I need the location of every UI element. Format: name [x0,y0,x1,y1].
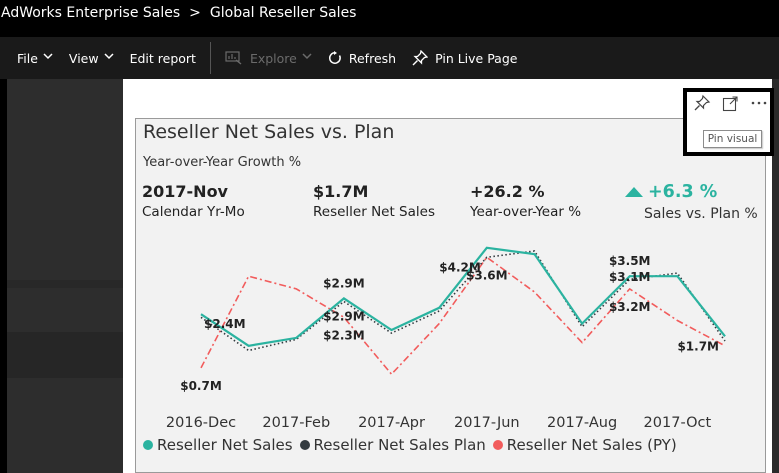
pin-visual-tooltip: Pin visual [703,130,762,148]
chevron-right-icon: > [189,4,201,21]
x-tick-label: 2017-Aug [547,415,617,431]
data-label: $1.7M [677,339,719,353]
left-pane [0,79,7,473]
refresh-button[interactable]: Refresh [320,37,404,79]
chevron-down-icon [104,53,114,63]
series-line-2[interactable] [200,256,726,376]
scrollbar[interactable] [772,79,779,473]
visual-title: Reseller Net Sales vs. Plan [143,121,395,143]
data-label: $2.9M [323,309,365,323]
breadcrumb-workspace[interactable]: AdWorks Enterprise Sales [1,4,181,21]
data-label: $4.2M [439,260,481,274]
line-chart-plot: 2016-Dec 2017-Feb 2017-Apr 2017-Jun 2017-Aug… [166,246,726,431]
edit-report-label: Edit report [129,50,196,66]
visual-subtitle: Year-over-Year Growth % [143,155,302,170]
pin-visual-icon[interactable] [693,94,711,112]
data-label: $3.5M [609,254,651,268]
data-label: $2.3M [323,328,365,342]
pin-live-page-button[interactable]: Pin Live Page [404,37,525,79]
pin-live-page-label: Pin Live Page [435,50,518,66]
title-bar: AdWorks Enterprise Sales > Global Resell… [0,0,779,37]
kpi-value: 2017-Nov [142,182,228,201]
legend-item-prior-year[interactable]: Reseller Net Sales (PY) [492,436,677,454]
x-tick-label: 2017-Jun [454,415,520,431]
legend-marker [299,440,310,450]
data-label: $3.2M [609,300,651,314]
legend-item-plan[interactable]: Reseller Net Sales Plan [299,436,486,454]
line-chart-visual[interactable] [135,118,766,473]
explore-icon [225,51,243,65]
edit-report-button[interactable]: Edit report [122,37,204,79]
chevron-down-icon [43,53,53,63]
series-line-0[interactable] [200,246,726,347]
legend-label: Reseller Net Sales (PY) [506,436,677,454]
kpi-label: Year-over-Year % [470,204,582,220]
data-label: $2.4M [204,317,246,331]
explore-label: Explore [249,50,297,66]
data-label: $3.6M [466,268,508,282]
gutter-band [7,332,123,378]
kpi-value: +26.2 % [470,182,545,201]
focus-mode-icon[interactable] [722,95,739,112]
data-label: $0.7M [180,379,222,393]
refresh-icon [328,51,342,65]
x-tick-label: 2017-Oct [644,415,712,431]
view-menu[interactable]: View [61,37,122,79]
legend-item-actual[interactable]: Reseller Net Sales [143,436,293,454]
toolbar-divider [209,42,211,74]
legend-marker [143,440,153,450]
kpi-sales: $1.7M Reseller Net Sales [313,182,435,220]
kpi-label: Sales vs. Plan % [644,206,758,222]
legend-label: Reseller Net Sales Plan [313,436,486,454]
file-menu-label: File [17,50,38,66]
kpi-period: 2017-Nov Calendar Yr-Mo [142,182,245,220]
kpi-label: Reseller Net Sales [313,204,435,220]
legend-marker [492,440,503,450]
gutter-band [7,280,123,288]
report-toolbar: File View Edit report Explore Refresh Pi… [0,37,779,79]
refresh-label: Refresh [348,50,397,66]
breadcrumb: AdWorks Enterprise Sales > Global Resell… [1,1,356,25]
kpi-yoy: +26.2 % Year-over-Year % [470,182,581,220]
file-menu[interactable]: File [0,37,61,79]
view-menu-label: View [68,50,99,66]
more-options-icon[interactable] [750,100,768,106]
x-tick-label: 2017-Apr [358,415,425,431]
kpi-value: $1.7M [313,182,369,201]
x-tick-label: 2017-Feb [262,415,330,431]
x-tick-label: 2016-Dec [166,415,236,431]
chevron-down-icon [302,53,312,63]
pin-icon [412,50,429,66]
breadcrumb-report[interactable]: Global Reseller Sales [209,4,357,21]
data-label: $2.9M [323,276,365,290]
data-label: $3.1M [609,270,651,284]
kpi-value: +6.3 % [624,182,758,202]
chart-legend: Reseller Net Sales Reseller Net Sales Pl… [143,436,684,454]
explore-menu[interactable]: Explore [217,37,320,79]
up-triangle-icon [625,187,643,197]
kpi-vs-plan: +6.3 % Sales vs. Plan % [624,182,758,222]
series-line-1[interactable] [200,250,726,352]
report-gutter [7,79,123,473]
growth-value: +6.3 % [648,182,718,202]
visual-header [693,94,768,112]
legend-label: Reseller Net Sales [157,436,293,454]
kpi-label: Calendar Yr-Mo [142,204,245,220]
